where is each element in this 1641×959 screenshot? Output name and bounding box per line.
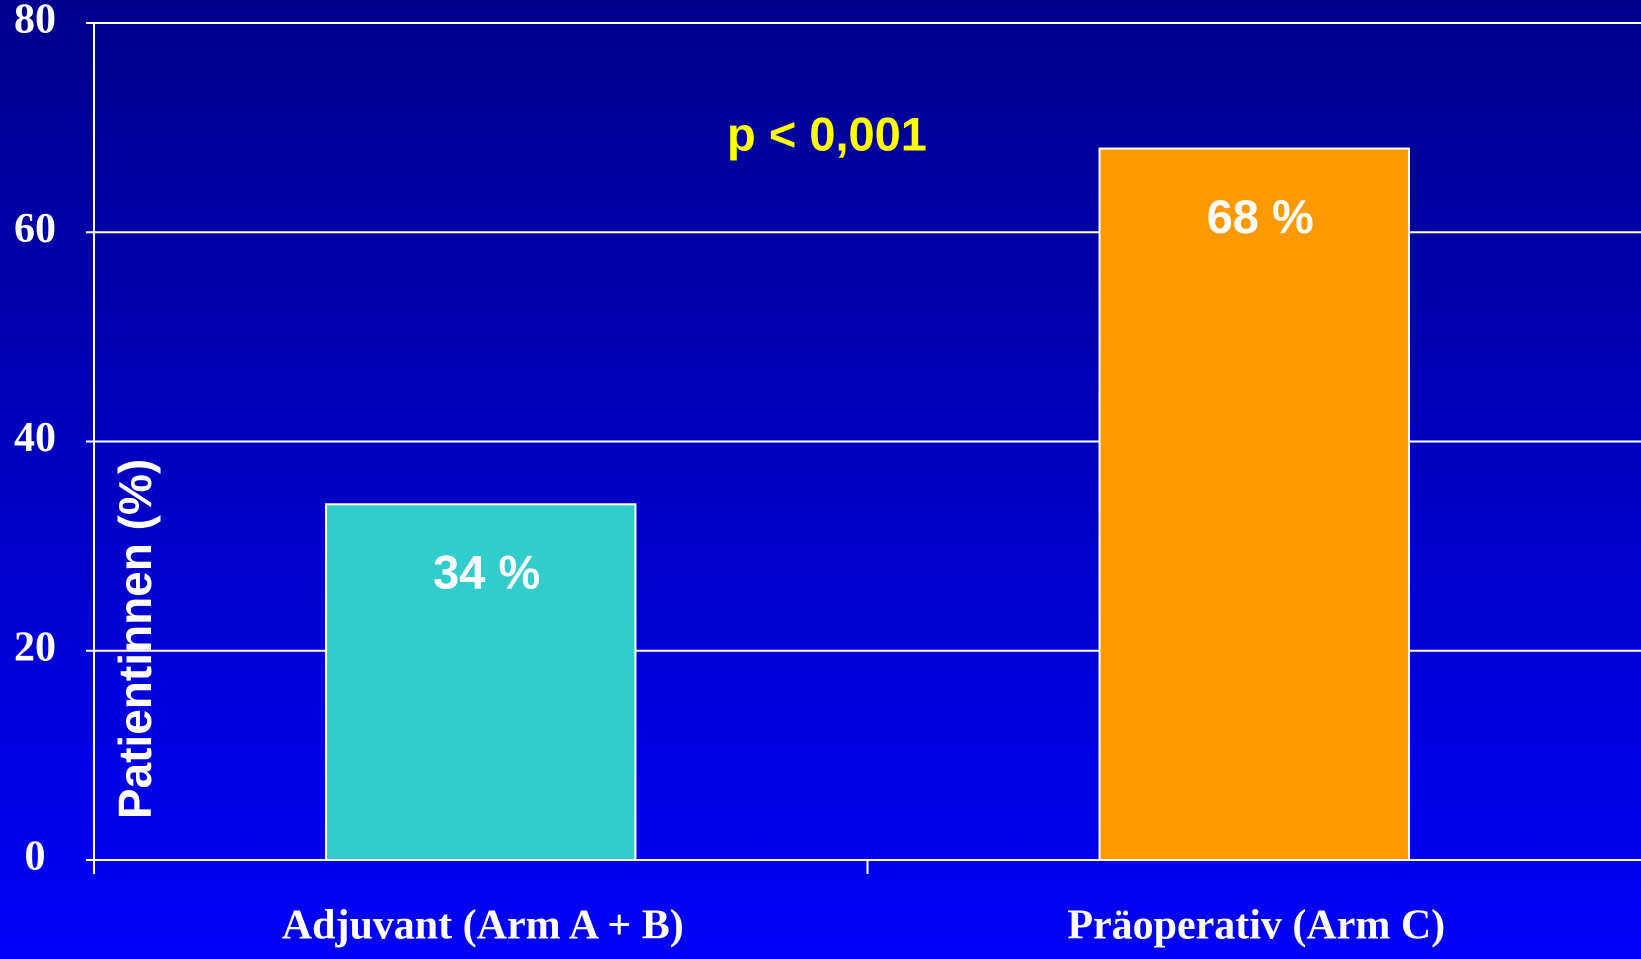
value-label: 34 % <box>433 546 540 599</box>
x-tick-label: Adjuvant (Arm A + B) <box>282 903 684 949</box>
y-tick-label: 60 <box>14 206 56 252</box>
y-tick-label: 80 <box>14 0 56 43</box>
y-tick-label: 0 <box>25 834 46 880</box>
y-tick-label: 20 <box>14 624 56 670</box>
y-tick-label: 40 <box>14 415 56 461</box>
annotation: p < 0,001 <box>727 107 927 160</box>
x-tick-label: Präoperativ (Arm C) <box>1067 903 1445 949</box>
bar <box>325 503 637 861</box>
bar <box>1098 147 1410 862</box>
marks: 34 % 68 % <box>325 147 1410 862</box>
value-label: 68 % <box>1207 190 1314 243</box>
y-axis-label: Patientinnen (%) <box>109 459 161 819</box>
